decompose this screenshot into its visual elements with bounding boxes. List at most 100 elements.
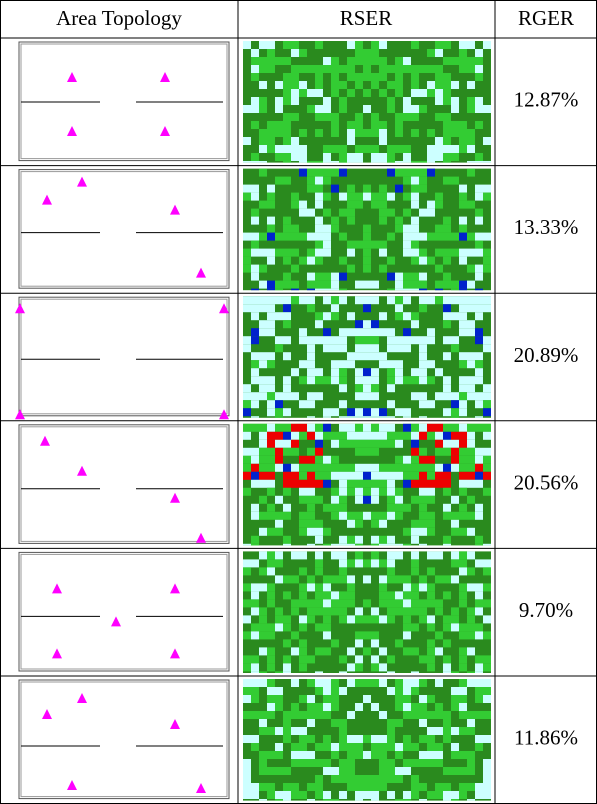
map-cell [299,161,307,163]
map-cell [395,703,403,711]
map-cell [411,312,419,320]
map-cell [299,464,307,472]
map-cell [355,81,363,89]
map-cell [411,368,419,376]
map-cell [427,432,435,440]
map-cell [475,233,483,241]
map-cell [267,679,275,687]
map-cell [307,289,315,291]
map-cell [387,488,395,496]
map-cell [443,655,451,663]
map-cell [387,65,395,73]
map-cell [251,296,259,304]
map-cell [411,671,419,673]
map-cell [467,615,475,623]
map-cell [299,209,307,217]
map-cell [435,791,443,799]
map-cell [267,121,275,129]
map-cell [259,249,267,257]
map-cell [387,368,395,376]
map-cell [339,81,347,89]
map-cell [379,360,387,368]
map-cell [427,751,435,759]
map-cell [355,512,363,520]
map-cell [459,783,467,791]
map-cell [259,320,267,328]
map-cell [275,177,283,185]
map-cell [339,559,347,567]
map-cell [467,711,475,719]
map-cell [323,408,331,416]
map-cell [283,615,291,623]
map-cell [427,89,435,97]
map-cell [307,360,315,368]
map-cell [347,751,355,759]
map-cell [267,767,275,775]
map-cell [435,464,443,472]
map-cell [427,464,435,472]
map-cell [307,783,315,791]
map-cell [379,440,387,448]
map-cell [363,488,371,496]
map-cell [315,528,323,536]
map-cell [243,408,251,416]
map-cell [299,512,307,520]
map-cell [251,424,259,432]
map-cell [379,783,387,791]
map-cell [475,153,483,161]
map-cell [419,432,427,440]
map-cell [323,631,331,639]
map-cell [347,217,355,225]
map-cell [323,575,331,583]
map-cell [323,504,331,512]
map-cell [291,743,299,751]
map-cell [427,480,435,488]
map-cell [451,496,459,504]
map-cell [427,695,435,703]
map-cell [243,400,251,408]
map-cell [475,217,483,225]
map-cell [339,599,347,607]
map-cell [395,65,403,73]
map-cell [243,456,251,464]
map-cell [387,376,395,384]
map-cell [379,193,387,201]
map-cell [363,376,371,384]
map-cell [451,105,459,113]
map-cell [451,424,459,432]
map-cell [403,312,411,320]
map-cell [283,281,291,289]
map-cell [411,392,419,400]
map-cell [347,583,355,591]
map-cell [443,273,451,281]
map-cell [451,97,459,105]
map-cell [299,743,307,751]
map-cell [403,336,411,344]
map-cell [459,296,467,304]
map-cell [251,304,259,312]
map-cell [387,743,395,751]
map-cell [323,791,331,799]
map-cell [427,488,435,496]
map-cell [331,360,339,368]
map-cell [307,599,315,607]
map-cell [419,799,427,801]
map-cell [435,73,443,81]
map-cell [451,233,459,241]
map-cell [283,480,291,488]
map-cell [419,472,427,480]
map-cell [275,296,283,304]
map-cell [339,687,347,695]
map-cell [435,751,443,759]
map-cell [259,105,267,113]
map-cell [275,623,283,631]
map-cell [483,567,491,575]
map-cell [371,615,379,623]
map-cell [315,623,323,631]
map-cell [259,129,267,137]
map-cell [347,520,355,528]
map-cell [275,743,283,751]
map-cell [283,273,291,281]
map-cell [483,265,491,273]
map-cell [427,81,435,89]
